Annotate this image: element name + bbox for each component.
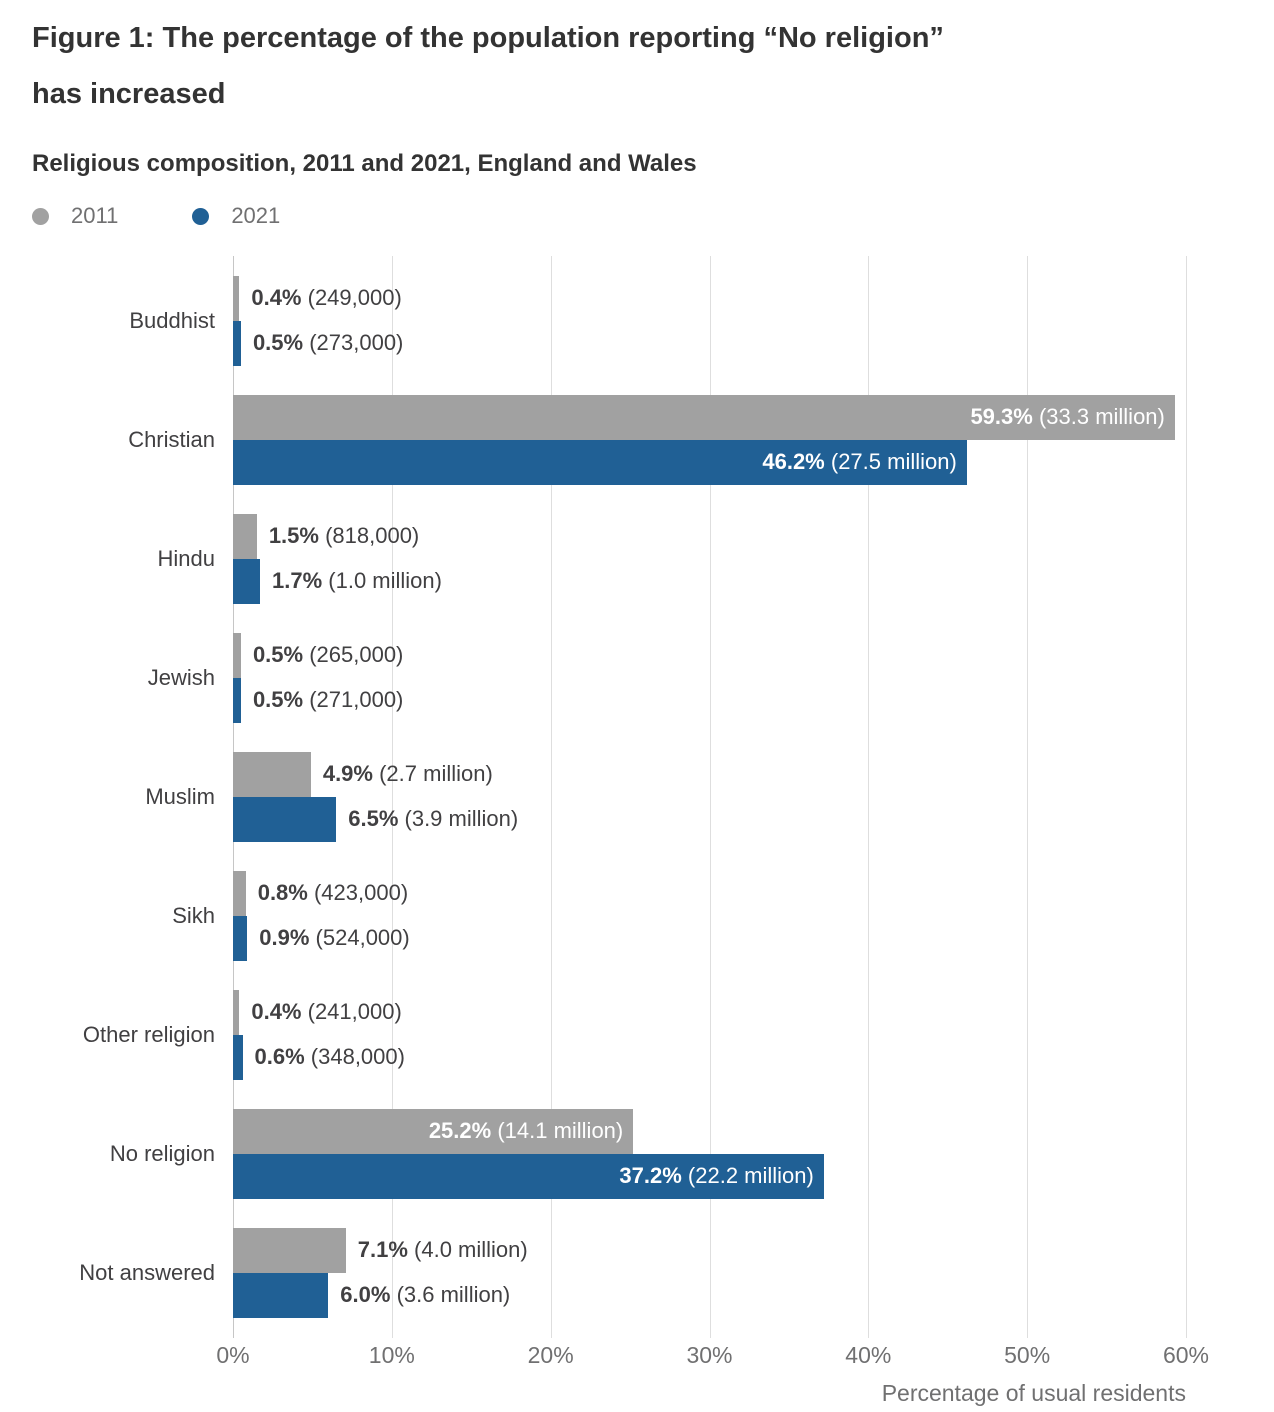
category-label: Other religion	[82, 1021, 215, 1047]
category-row-buddhist: Buddhist 0.4% (249,000) 0.5% (273,000)	[32, 261, 1186, 380]
bar-value-label: 59.3% (33.3 million)	[970, 404, 1165, 429]
bar-2021-sikh[interactable]: 0.9% (524,000)	[233, 915, 410, 961]
bar-value-label: 6.5% (3.9 million)	[348, 806, 519, 831]
bar-value-label: 46.2% (27.5 million)	[762, 449, 957, 474]
bar-value-label: 0.4% (241,000)	[251, 999, 402, 1024]
gridline	[868, 256, 870, 1338]
bar-group: 0.5% (265,000) 0.5% (271,000)	[233, 618, 1186, 737]
gridline	[391, 256, 393, 1338]
bar-value-label: 0.9% (524,000)	[259, 925, 410, 950]
bar-group: 25.2% (14.1 million) 37.2% (22.2 million)	[233, 1094, 1186, 1213]
gridline	[1027, 256, 1029, 1338]
legend-item-2011[interactable]: 2011	[32, 203, 118, 229]
x-tick-30pct: 30%	[686, 1342, 733, 1368]
category-label: Sikh	[172, 902, 215, 928]
bar-value-label: 0.5% (271,000)	[252, 687, 404, 712]
bar-2011-christian[interactable]: 59.3% (33.3 million)	[233, 394, 1175, 440]
bar-value-label: 6.0% (3.6 million)	[340, 1282, 511, 1307]
bar-2011-muslim[interactable]: 4.9% (2.7 million)	[233, 751, 493, 797]
bar-value-label: 4.9% (2.7 million)	[322, 761, 493, 786]
gridline	[709, 256, 711, 1338]
bar-2021-muslim[interactable]: 6.5% (3.9 million)	[233, 796, 518, 842]
bar-2011-jewish[interactable]: 0.5% (265,000)	[233, 632, 403, 678]
figure-title-line-2: has increased	[32, 78, 226, 110]
legend-label-2011: 2011	[71, 203, 119, 228]
category-label: Hindu	[157, 545, 215, 571]
chart-rows: Buddhist 0.4% (249,000) 0.5% (273,000) Chri…	[32, 256, 1186, 1338]
category-row-christian: Christian 59.3% (33.3 million) 46.2% (27.5…	[32, 380, 1186, 499]
bar-group: 0.4% (241,000) 0.6% (348,000)	[233, 975, 1186, 1094]
bar-2021-hindu[interactable]: 1.7% (1.0 million)	[233, 558, 442, 604]
category-label: Not answered	[79, 1259, 215, 1285]
x-tick-20pct: 20%	[527, 1342, 574, 1368]
category-row-other-religion: Other religion 0.4% (241,000) 0.6% (348,00…	[32, 975, 1186, 1094]
legend-label-2021: 2021	[231, 203, 281, 228]
bar-2011-hindu[interactable]: 1.5% (818,000)	[233, 513, 419, 559]
bar-value-label: 0.6% (348,000)	[254, 1044, 405, 1069]
x-axis: 0% 10% 20% 30% 40% 50% 60%	[216, 1342, 1209, 1372]
bar-2011-sikh[interactable]: 0.8% (423,000)	[233, 870, 408, 916]
legend-dot-2011-icon	[32, 207, 49, 225]
category-row-hindu: Hindu 1.5% (818,000) 1.7% (1.0 million)	[32, 499, 1186, 618]
gridline	[550, 256, 552, 1338]
bar-2021-buddhist[interactable]: 0.5% (273,000)	[233, 320, 403, 366]
bar-group: 4.9% (2.7 million) 6.5% (3.9 million)	[233, 737, 1186, 856]
bar-value-label: 0.5% (273,000)	[252, 330, 404, 355]
category-label: Jewish	[147, 664, 215, 690]
bar-2011-no-religion[interactable]: 25.2% (14.1 million)	[233, 1108, 634, 1154]
x-tick-50pct: 50%	[1004, 1342, 1051, 1368]
legend-item-2021[interactable]: 2021	[192, 203, 280, 229]
bar-2021-not-answered[interactable]: 6.0% (3.6 million)	[233, 1272, 510, 1318]
category-row-no-religion: No religion 25.2% (14.1 million) 37.2% (22…	[32, 1094, 1186, 1213]
figure-title-line-1: Figure 1: The percentage of the populati…	[32, 22, 944, 54]
bar-group: 59.3% (33.3 million) 46.2% (27.5 million)	[233, 380, 1186, 499]
bar-chart: Buddhist 0.4% (249,000) 0.5% (273,000) Chri…	[32, 256, 1187, 1338]
bar-value-label: 1.5% (818,000)	[268, 523, 420, 548]
category-row-muslim: Muslim 4.9% (2.7 million) 6.5% (3.9 millio…	[32, 737, 1186, 856]
bar-value-label: 7.1% (4.0 million)	[357, 1237, 528, 1262]
gridline	[1186, 256, 1187, 1338]
bar-value-label: 1.7% (1.0 million)	[272, 568, 442, 593]
bar-value-label: 0.4% (249,000)	[251, 285, 402, 310]
category-label: Buddhist	[129, 307, 215, 333]
legend-dot-2021-icon	[192, 207, 210, 225]
bar-group: 0.4% (249,000) 0.5% (273,000)	[233, 261, 1186, 380]
x-tick-60pct: 60%	[1162, 1342, 1210, 1368]
bar-2011-buddhist[interactable]: 0.4% (249,000)	[233, 275, 402, 321]
bar-2021-jewish[interactable]: 0.5% (271,000)	[233, 677, 403, 723]
bar-2021-other-religion[interactable]: 0.6% (348,000)	[233, 1034, 405, 1080]
bar-value-label: 25.2% (14.1 million)	[428, 1118, 624, 1143]
category-row-jewish: Jewish 0.5% (265,000) 0.5% (271,000)	[32, 618, 1186, 737]
x-tick-40pct: 40%	[845, 1342, 892, 1368]
x-tick-0pct: 0%	[216, 1342, 250, 1368]
x-tick-10pct: 10%	[368, 1342, 415, 1368]
category-label: Muslim	[145, 783, 215, 809]
category-row-sikh: Sikh 0.8% (423,000) 0.9% (524,000)	[32, 856, 1186, 975]
figure-subtitle: Religious composition, 2011 and 2021, En…	[32, 150, 697, 177]
category-label: Christian	[128, 426, 215, 452]
bar-value-label: 0.8% (423,000)	[257, 880, 409, 905]
category-row-not-answered: Not answered 7.1% (4.0 million) 6.0% (3.6 …	[32, 1213, 1186, 1332]
bar-2011-not-answered[interactable]: 7.1% (4.0 million)	[233, 1227, 528, 1273]
bar-2011-other-religion[interactable]: 0.4% (241,000)	[233, 989, 402, 1035]
category-label: No religion	[109, 1140, 215, 1166]
x-axis-title: Percentage of usual residents	[881, 1380, 1186, 1406]
bar-value-label: 0.5% (265,000)	[252, 642, 404, 667]
bar-value-label: 37.2% (22.2 million)	[619, 1163, 814, 1188]
bar-2021-christian[interactable]: 46.2% (27.5 million)	[233, 439, 967, 485]
bar-2021-no-religion[interactable]: 37.2% (22.2 million)	[233, 1153, 824, 1199]
bar-group: 0.8% (423,000) 0.9% (524,000)	[233, 856, 1186, 975]
chart-legend: 2011 2021	[32, 203, 1186, 229]
bar-group: 1.5% (818,000) 1.7% (1.0 million)	[233, 499, 1186, 618]
bar-group: 7.1% (4.0 million) 6.0% (3.6 million)	[233, 1213, 1186, 1332]
